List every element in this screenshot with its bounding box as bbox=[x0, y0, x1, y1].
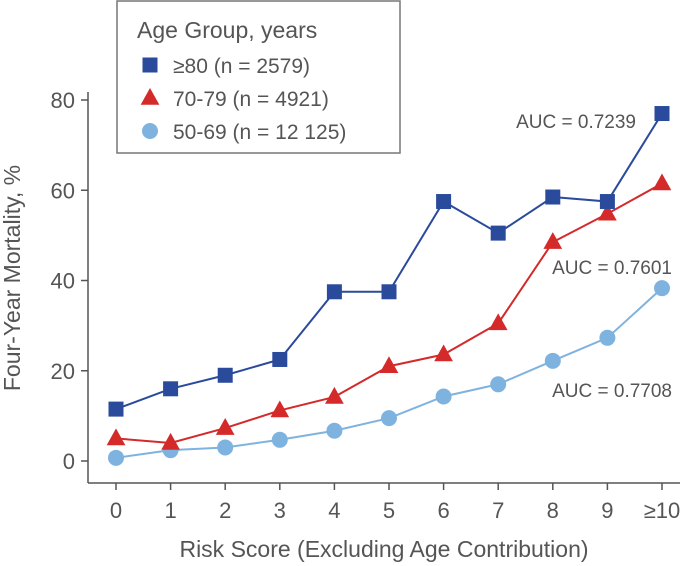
data-point bbox=[434, 344, 453, 362]
data-point bbox=[217, 439, 234, 456]
series-circle bbox=[108, 280, 670, 466]
data-point bbox=[272, 351, 288, 367]
legend-marker bbox=[140, 87, 160, 105]
x-tick-label: 5 bbox=[383, 498, 395, 523]
legend-marker bbox=[142, 57, 158, 73]
legend-label: 50-69 (n = 12 125) bbox=[173, 121, 346, 144]
x-tick-label: 7 bbox=[492, 498, 504, 523]
y-axis-title: Four-Year Mortality, % bbox=[0, 165, 25, 391]
data-point bbox=[161, 432, 180, 450]
series-triangle bbox=[106, 173, 672, 450]
data-point bbox=[598, 203, 617, 221]
data-point bbox=[545, 189, 561, 205]
x-tick-label: 2 bbox=[219, 498, 231, 523]
data-point bbox=[599, 194, 615, 210]
data-point bbox=[271, 431, 288, 448]
data-point bbox=[654, 106, 670, 122]
y-tick-label: 40 bbox=[51, 269, 75, 294]
legend: Age Group, years ≥80 (n = 2579) 70-79 (n … bbox=[116, 0, 401, 154]
legend-title: Age Group, years bbox=[137, 17, 317, 43]
x-tick-label: 0 bbox=[110, 498, 122, 523]
data-point bbox=[163, 381, 179, 397]
data-point bbox=[325, 386, 344, 404]
data-point bbox=[215, 418, 235, 435]
data-point bbox=[108, 401, 124, 417]
x-tick-label: 3 bbox=[274, 498, 286, 523]
data-point bbox=[544, 352, 561, 369]
auc-annotations: AUC = 0.7239 AUC = 0.7601 AUC = 0.7708 bbox=[516, 112, 672, 402]
data-point bbox=[490, 376, 507, 393]
auc-label: AUC = 0.7708 bbox=[552, 381, 672, 402]
legend-items: ≥80 (n = 2579) 70-79 (n = 4921) 50-69 (n =… bbox=[140, 55, 346, 144]
legend-item: 50-69 (n = 12 125) bbox=[142, 121, 346, 144]
data-point bbox=[379, 356, 399, 374]
data-point bbox=[326, 284, 342, 300]
data-point bbox=[381, 410, 397, 427]
legend-label: ≥80 (n = 2579) bbox=[173, 55, 310, 78]
x-tick-label: 6 bbox=[437, 498, 449, 523]
data-point bbox=[543, 232, 563, 249]
data-point bbox=[654, 280, 670, 297]
data-point bbox=[381, 284, 397, 300]
legend-box bbox=[116, 0, 401, 154]
x-tick-label: ≥10 bbox=[644, 498, 681, 523]
x-axis-title: Risk Score (Excluding Age Contribution) bbox=[179, 536, 588, 562]
x-tick-label: 4 bbox=[328, 498, 340, 523]
data-point bbox=[270, 400, 290, 418]
auc-label: AUC = 0.7239 bbox=[516, 112, 636, 133]
y-tick-label: 80 bbox=[51, 88, 75, 113]
legend-label: 70-79 (n = 4921) bbox=[173, 88, 329, 111]
x-axis-ticks: 0 1 2 3 4 5 6 7 8 9 ≥10 bbox=[110, 483, 680, 523]
series-square bbox=[108, 106, 670, 417]
legend-item: ≥80 (n = 2579) bbox=[142, 55, 310, 78]
y-tick-label: 20 bbox=[51, 359, 75, 384]
data-point bbox=[435, 388, 452, 405]
auc-label: AUC = 0.7601 bbox=[552, 258, 672, 279]
data-point bbox=[108, 449, 124, 466]
data-point bbox=[652, 173, 672, 191]
series-layer bbox=[106, 106, 672, 466]
x-tick-label: 9 bbox=[601, 498, 613, 523]
y-tick-label: 60 bbox=[51, 178, 75, 203]
y-axis-ticks: 0 20 40 60 80 bbox=[51, 88, 88, 474]
legend-item: 70-79 (n = 4921) bbox=[140, 87, 329, 111]
data-point bbox=[217, 367, 233, 383]
data-point bbox=[488, 313, 508, 331]
series-line bbox=[115, 182, 663, 444]
data-point bbox=[436, 194, 452, 210]
x-tick-label: 1 bbox=[164, 498, 176, 523]
data-point bbox=[326, 422, 343, 439]
data-point bbox=[599, 329, 616, 346]
legend-marker bbox=[142, 123, 158, 139]
data-point bbox=[106, 428, 126, 446]
data-point bbox=[490, 225, 506, 241]
y-tick-label: 0 bbox=[63, 449, 75, 474]
x-tick-label: 8 bbox=[547, 498, 559, 523]
